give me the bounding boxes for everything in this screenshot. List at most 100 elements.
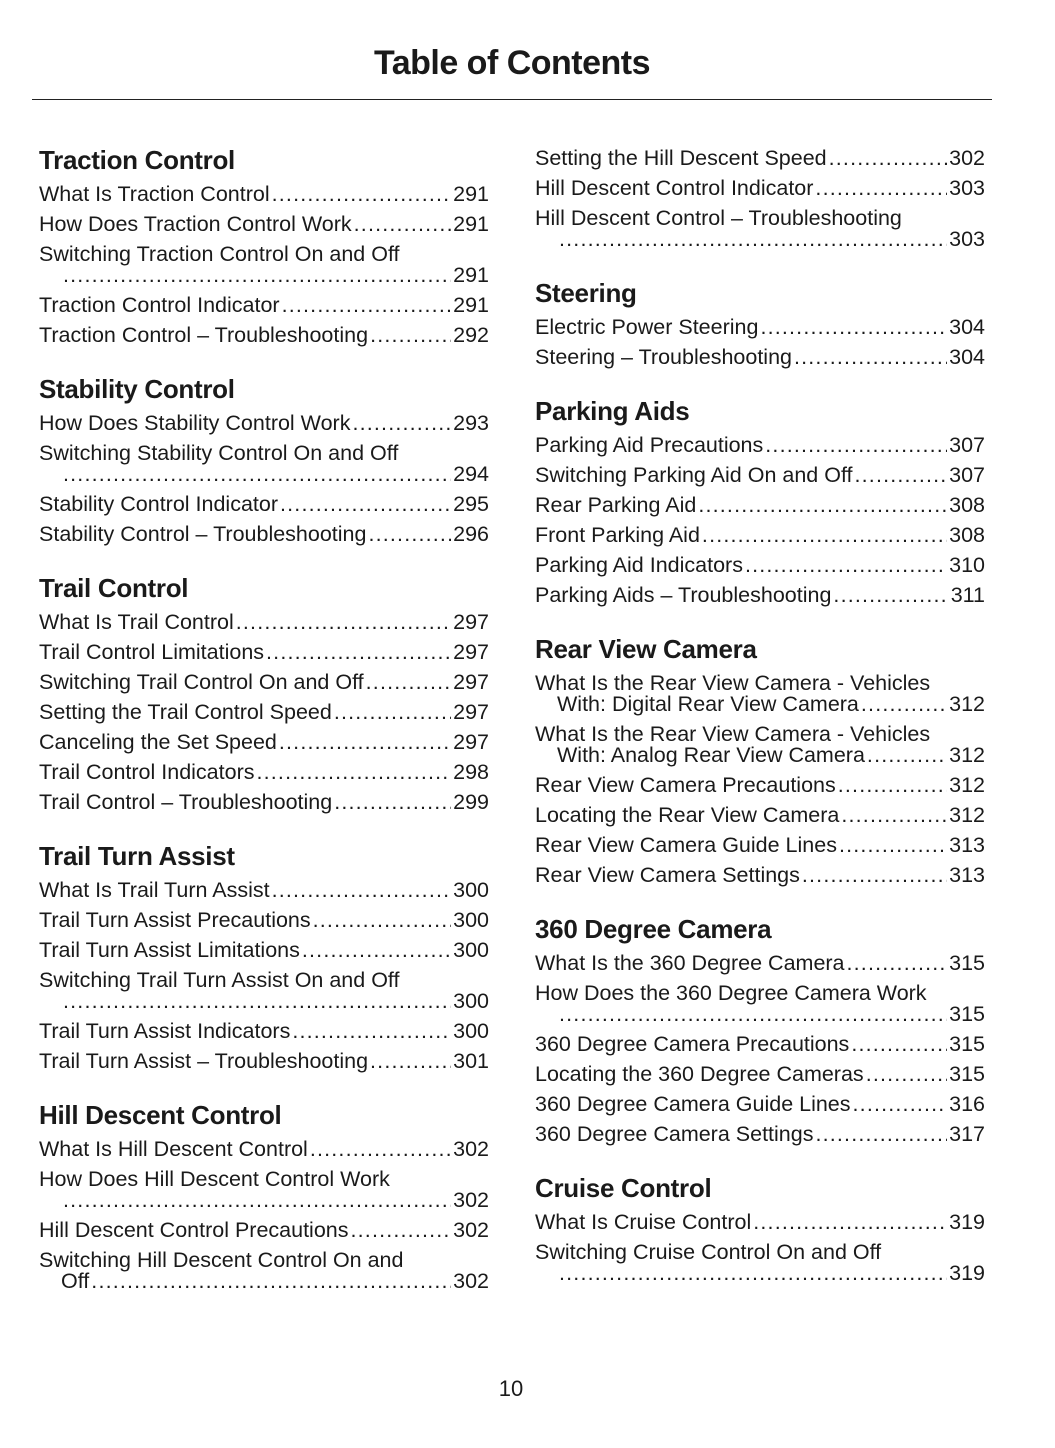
entry-line: 360 Degree Camera Settings 317: [535, 1119, 985, 1149]
entry-page: 302: [453, 1269, 489, 1293]
toc-entry[interactable]: Hill Descent Control Indicator 303: [535, 173, 985, 203]
dot-leader: [272, 875, 452, 905]
toc-entry[interactable]: Switching Trail Turn Assist On and Off30…: [39, 965, 489, 1016]
entry-title: Trail Control Indicators: [39, 760, 255, 784]
toc-entry[interactable]: Parking Aid Precautions 307: [535, 430, 985, 460]
dot-leader: [745, 550, 947, 580]
toc-entry[interactable]: Stability Control Indicator 295: [39, 489, 489, 519]
toc-entry[interactable]: Trail Turn Assist Indicators 300: [39, 1016, 489, 1046]
entry-line: Canceling the Set Speed 297: [39, 727, 489, 757]
toc-entry[interactable]: Trail Turn Assist Limitations 300: [39, 935, 489, 965]
toc-entry[interactable]: How Does Hill Descent Control Work302: [39, 1164, 489, 1215]
entry-page: 296: [453, 522, 489, 546]
entry-page: 291: [453, 212, 489, 236]
toc-entry[interactable]: Locating the 360 Degree Cameras 315: [535, 1059, 985, 1089]
toc-entry[interactable]: Rear View Camera Settings 313: [535, 860, 985, 890]
entry-title: Traction Control Indicator: [39, 293, 280, 317]
entry-page: 300: [453, 938, 489, 962]
toc-entry[interactable]: What Is the Rear View Camera - Vehicles W…: [535, 719, 985, 770]
dot-leader: [91, 1266, 451, 1296]
entry-line: 291: [39, 260, 489, 290]
entry-page: 308: [949, 493, 985, 517]
toc-entry[interactable]: Stability Control – Troubleshooting 296: [39, 519, 489, 549]
toc-entry[interactable]: Canceling the Set Speed 297: [39, 727, 489, 757]
entry-page: 308: [949, 523, 985, 547]
toc-entry[interactable]: Rear Parking Aid 308: [535, 490, 985, 520]
toc-entry[interactable]: What Is Cruise Control 319: [535, 1207, 985, 1237]
entry-title: Steering – Troubleshooting: [535, 345, 792, 369]
section-heading: Trail Turn Assist: [39, 841, 235, 871]
toc-entry[interactable]: Trail Control Indicators 298: [39, 757, 489, 787]
toc-entry[interactable]: What Is the 360 Degree Camera 315: [535, 948, 985, 978]
toc-section: Stability Control How Does Stability Cont…: [39, 372, 489, 549]
entry-line: Rear View Camera Settings 313: [535, 860, 985, 890]
entry-title: Hill Descent Control Indicator: [535, 176, 814, 200]
toc-entry[interactable]: Electric Power Steering 304: [535, 312, 985, 342]
entry-page: 312: [949, 692, 985, 716]
entry-title: 360 Degree Camera Precautions: [535, 1032, 850, 1056]
toc-entry[interactable]: Setting the Hill Descent Speed 302: [535, 143, 985, 173]
entry-title: Stability Control Indicator: [39, 492, 278, 516]
entry-title: What Is Cruise Control: [535, 1210, 752, 1234]
toc-entry[interactable]: Hill Descent Control – Troubleshooting30…: [535, 203, 985, 254]
toc-entry[interactable]: What Is the Rear View Camera - Vehicles W…: [535, 668, 985, 719]
entry-page: 304: [949, 345, 985, 369]
toc-entry[interactable]: Setting the Trail Control Speed 297: [39, 697, 489, 727]
dot-leader: [370, 320, 451, 350]
toc-entry[interactable]: Locating the Rear View Camera 312: [535, 800, 985, 830]
toc-entry[interactable]: 360 Degree Camera Precautions 315: [535, 1029, 985, 1059]
entry-line: What Is the 360 Degree Camera 315: [535, 948, 985, 978]
toc-entry[interactable]: Front Parking Aid 308: [535, 520, 985, 550]
toc-entry[interactable]: Switching Trail Control On and Off 297: [39, 667, 489, 697]
toc-entry[interactable]: Trail Turn Assist Precautions 300: [39, 905, 489, 935]
toc-entry[interactable]: Switching Stability Control On and Off29…: [39, 438, 489, 489]
toc-entry[interactable]: Trail Turn Assist – Troubleshooting 301: [39, 1046, 489, 1076]
toc-entry[interactable]: 360 Degree Camera Settings 317: [535, 1119, 985, 1149]
toc-entry[interactable]: Traction Control Indicator 291: [39, 290, 489, 320]
dot-leader: [802, 860, 947, 890]
entry-page: 312: [949, 803, 985, 827]
entry-line: Rear View Camera Precautions 312: [535, 770, 985, 800]
toc-entry[interactable]: Trail Control – Troubleshooting 299: [39, 787, 489, 817]
toc-entry[interactable]: Hill Descent Control Precautions 302: [39, 1215, 489, 1245]
section-heading: Hill Descent Control: [39, 1100, 282, 1130]
toc-entry[interactable]: What Is Traction Control 291: [39, 179, 489, 209]
entry-page: 304: [949, 315, 985, 339]
dot-leader: [352, 408, 451, 438]
toc-entry[interactable]: How Does Traction Control Work 291: [39, 209, 489, 239]
toc-entry[interactable]: Switching Hill Descent Control On and Off…: [39, 1245, 489, 1296]
dot-leader: [841, 800, 947, 830]
toc-entry[interactable]: Parking Aid Indicators 310: [535, 550, 985, 580]
toc-entry[interactable]: Switching Parking Aid On and Off 307: [535, 460, 985, 490]
toc-entry[interactable]: What Is Hill Descent Control 302: [39, 1134, 489, 1164]
entry-title: Trail Control – Troubleshooting: [39, 790, 333, 814]
toc-entry[interactable]: Parking Aids – Troubleshooting 311: [535, 580, 985, 610]
dot-leader: [839, 830, 947, 860]
toc-entry[interactable]: Steering – Troubleshooting 304: [535, 342, 985, 372]
entry-page: 315: [949, 951, 985, 975]
entry-title: 360 Degree Camera Guide Lines: [535, 1092, 851, 1116]
entry-title: Trail Turn Assist Precautions: [39, 908, 311, 932]
dot-leader: [765, 430, 947, 460]
dot-leader: [282, 290, 452, 320]
toc-entry[interactable]: Trail Control Limitations 297: [39, 637, 489, 667]
entry-title: Parking Aid Indicators: [535, 553, 743, 577]
toc-entry[interactable]: How Does the 360 Degree Camera Work315: [535, 978, 985, 1029]
toc-entry[interactable]: Rear View Camera Precautions 312: [535, 770, 985, 800]
entry-page: 311: [950, 583, 985, 607]
entry-page: 313: [949, 863, 985, 887]
dot-leader: [63, 459, 451, 489]
toc-entry[interactable]: Rear View Camera Guide Lines 313: [535, 830, 985, 860]
dot-leader: [794, 342, 947, 372]
toc-entry[interactable]: What Is Trail Turn Assist 300: [39, 875, 489, 905]
toc-entry[interactable]: Traction Control – Troubleshooting 292: [39, 320, 489, 350]
entry-page: 291: [453, 263, 489, 287]
toc-section: Hill Descent Control What Is Hill Descent…: [39, 1098, 489, 1296]
toc-entry[interactable]: 360 Degree Camera Guide Lines 316: [535, 1089, 985, 1119]
entry-line: What Is Traction Control 291: [39, 179, 489, 209]
toc-entry[interactable]: Switching Traction Control On and Off291: [39, 239, 489, 290]
entry-line: What Is Hill Descent Control 302: [39, 1134, 489, 1164]
toc-entry[interactable]: What Is Trail Control 297: [39, 607, 489, 637]
toc-entry[interactable]: Switching Cruise Control On and Off319: [535, 1237, 985, 1288]
toc-entry[interactable]: How Does Stability Control Work 293: [39, 408, 489, 438]
